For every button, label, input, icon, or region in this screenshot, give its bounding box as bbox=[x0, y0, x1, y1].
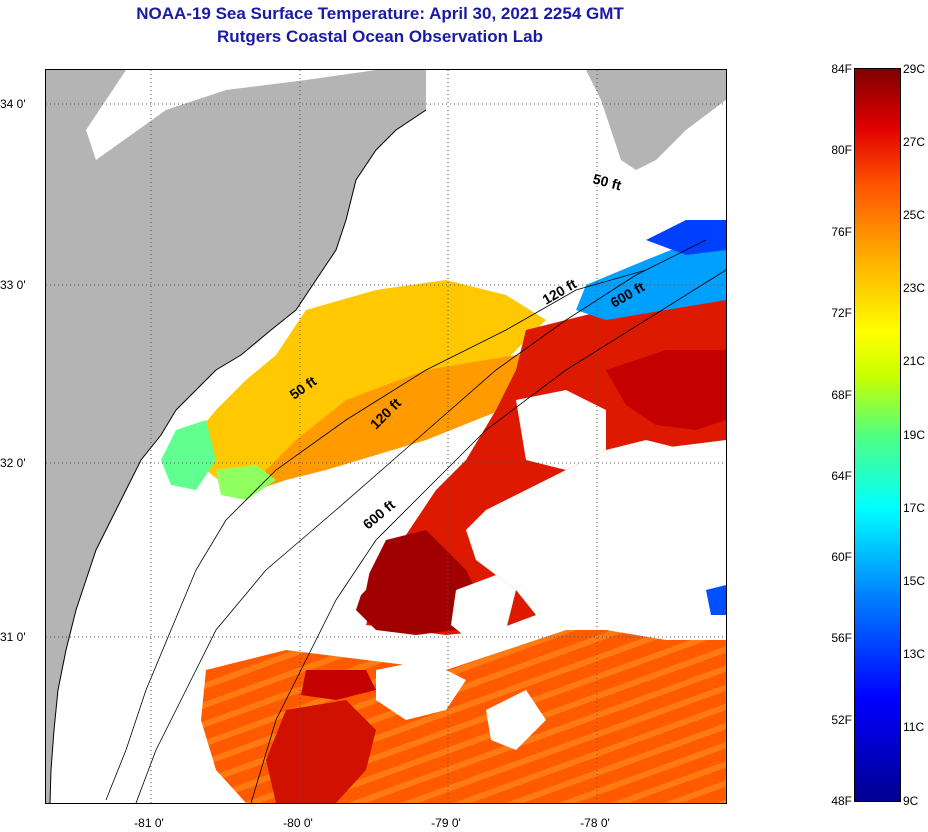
grid-lines bbox=[46, 70, 726, 803]
colorbar-f-label: 48F bbox=[831, 794, 852, 808]
lat-label-31: 31 0' bbox=[0, 630, 26, 644]
map-subtitle: Rutgers Coastal Ocean Observation Lab bbox=[217, 27, 543, 46]
cloud-patch bbox=[451, 575, 516, 645]
cloud-patch bbox=[376, 660, 466, 720]
isobath-label-50ft-ne: 50 ft bbox=[591, 170, 623, 193]
sst-cool-coastal-2 bbox=[216, 465, 276, 500]
lat-label-32: 32 0' bbox=[0, 456, 26, 470]
colorbar-c-label: 27C bbox=[903, 135, 926, 149]
sst-map-canvas: 50 ft 120 ft 600 ft 50 ft 120 ft 600 ft bbox=[46, 70, 726, 803]
sst-cool-se bbox=[706, 585, 726, 615]
colorbar-c-label: 19C bbox=[903, 428, 926, 442]
colorbar-c-label: 9C bbox=[903, 794, 919, 808]
colorbar-f-label: 64F bbox=[831, 469, 852, 483]
sst-offshore-red bbox=[606, 350, 726, 430]
isobath-120ft bbox=[135, 239, 707, 803]
sst-south-red-2 bbox=[301, 670, 376, 700]
sst-shelf-yellow bbox=[191, 280, 546, 490]
colorbar-f-label: 68F bbox=[831, 388, 852, 402]
lon-label-81: -81 0' bbox=[134, 816, 164, 830]
map-title: NOAA-19 Sea Surface Temperature: April 3… bbox=[136, 4, 624, 23]
lon-label-78: -78 0' bbox=[580, 816, 610, 830]
sst-cool-ne-2 bbox=[646, 220, 726, 255]
cloud-patch bbox=[486, 690, 546, 750]
colorbar-c-label: 23C bbox=[903, 281, 926, 295]
colorbar-f-label: 72F bbox=[831, 306, 852, 320]
colorbar-c-label: 21C bbox=[903, 354, 926, 368]
lon-label-80: -80 0' bbox=[283, 816, 313, 830]
cloud-patch bbox=[426, 110, 636, 290]
colorbar-f-label: 80F bbox=[831, 143, 852, 157]
sst-cool-ne bbox=[576, 235, 726, 320]
lon-label-79: -79 0' bbox=[431, 816, 461, 830]
isobath-600ft bbox=[250, 269, 726, 803]
colorbar-f-label: 56F bbox=[831, 631, 852, 645]
sst-cool-coastal bbox=[161, 420, 216, 490]
colorbar-f-label: 60F bbox=[831, 550, 852, 564]
colorbar-c-label: 25C bbox=[903, 208, 926, 222]
colorbar-c-label: 11C bbox=[903, 720, 925, 734]
isobath-50ft bbox=[105, 269, 647, 801]
lat-label-33: 33 0' bbox=[0, 278, 26, 292]
land-area bbox=[46, 70, 426, 803]
colorbar-f-label: 76F bbox=[831, 225, 852, 239]
sst-south-red bbox=[266, 700, 376, 803]
sst-map[interactable]: 50 ft 120 ft 600 ft 50 ft 120 ft 600 ft bbox=[45, 69, 727, 804]
colorbar-f-label: 52F bbox=[831, 713, 852, 727]
coastline bbox=[49, 109, 427, 803]
colorbar-c-label: 15C bbox=[903, 574, 926, 588]
sst-shelf-orange bbox=[256, 350, 566, 490]
cloud-patch bbox=[236, 510, 376, 630]
colorbar-c-label: 13C bbox=[903, 647, 926, 661]
colorbar-c-label: 29C bbox=[903, 62, 926, 76]
lat-label-34: 34 0' bbox=[0, 97, 26, 111]
isobath-label-600ft: 600 ft bbox=[360, 496, 399, 532]
colorbar-f-label: 84F bbox=[831, 62, 852, 76]
land-area-north bbox=[586, 70, 726, 170]
cloud-patch bbox=[516, 390, 606, 470]
cloud-patch bbox=[636, 440, 726, 630]
colorbar-c-label: 17C bbox=[903, 501, 926, 515]
temperature-colorbar bbox=[854, 68, 901, 802]
